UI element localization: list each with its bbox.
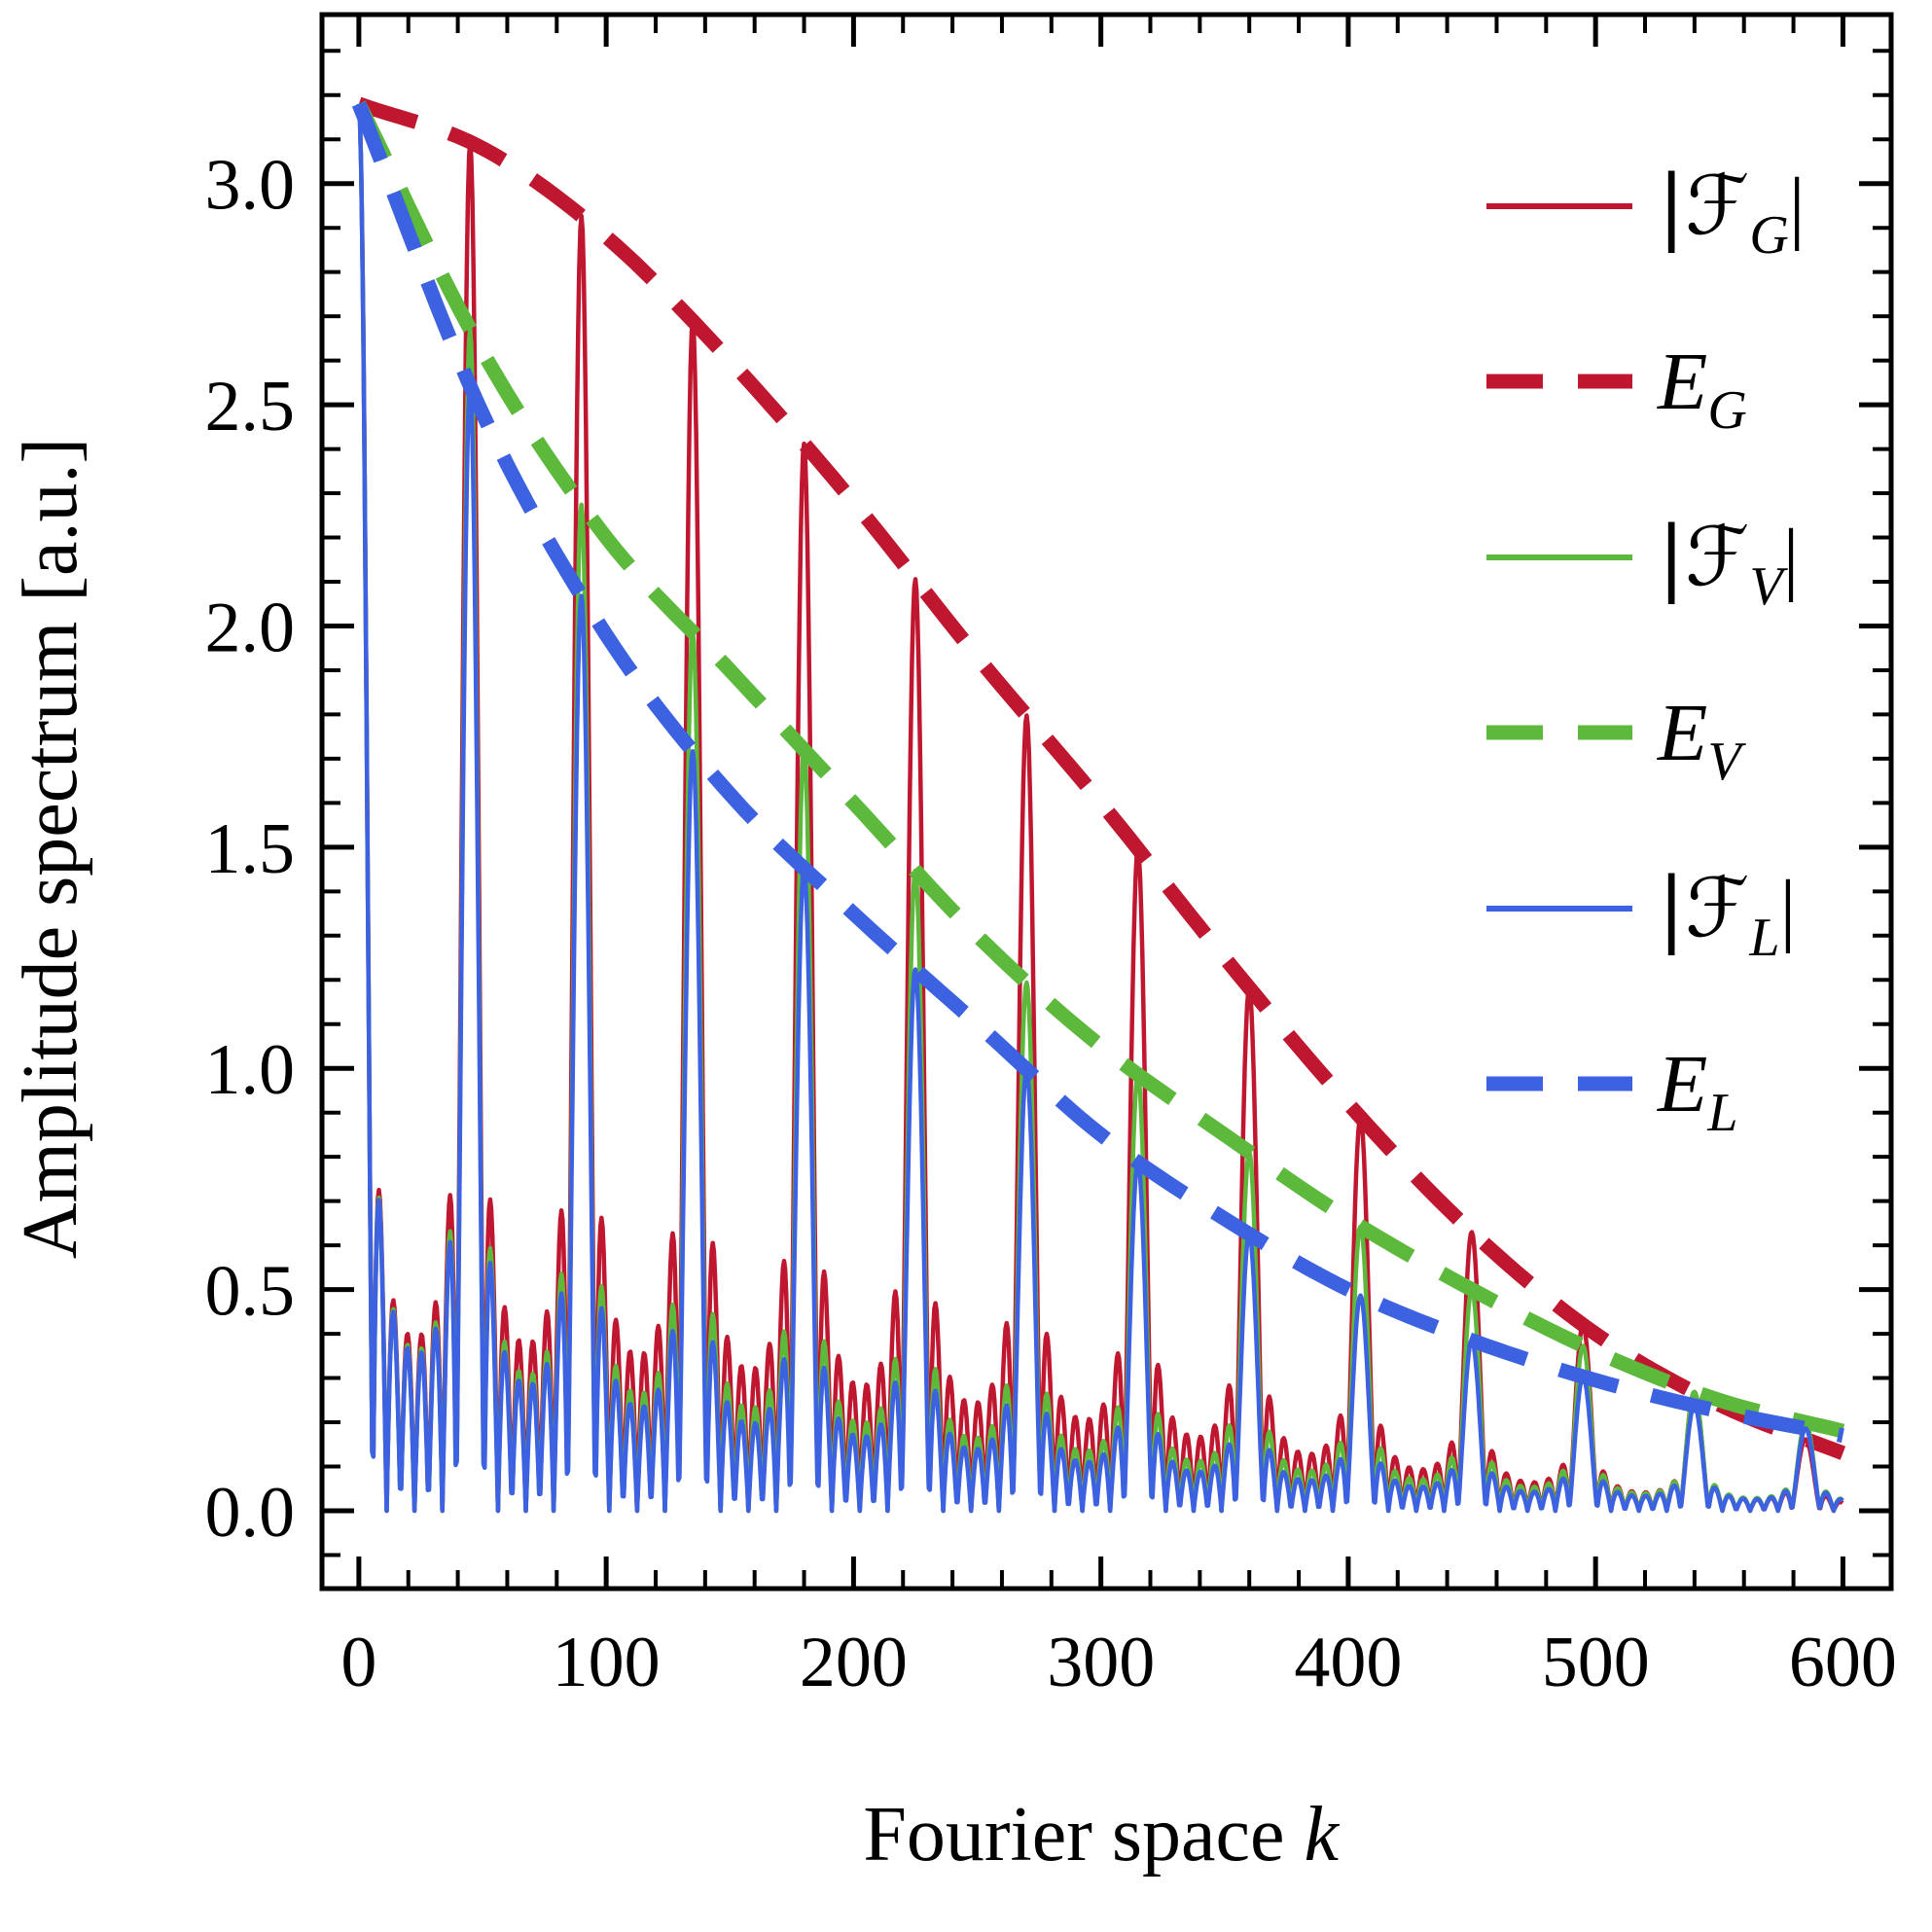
axis-ticks — [322, 15, 1891, 1589]
legend-item-F_L: |ℱL| — [1486, 860, 1796, 968]
y-tick-label-1.0: 1.0 — [205, 1030, 296, 1110]
y-tick-label-3.0: 3.0 — [205, 146, 296, 226]
y-tick-label-0.5: 0.5 — [205, 1252, 296, 1332]
x-tick-label-0: 0 — [340, 1623, 376, 1702]
y-tick-label-2.0: 2.0 — [205, 589, 296, 668]
comb-curve-L — [356, 103, 1844, 1514]
legend-item-E_V: EV — [1486, 688, 1746, 792]
envelope-curve-V — [352, 100, 1845, 1439]
y-tick-label-0.0: 0.0 — [205, 1473, 296, 1553]
x-tick-label-600: 600 — [1789, 1623, 1897, 1702]
series-curves — [351, 96, 1846, 1514]
legend-item-E_G: EG — [1486, 337, 1747, 441]
x-tick-label-200: 200 — [800, 1623, 908, 1702]
legend: |ℱG| EG |ℱV| EV |ℱL| EL — [1486, 158, 1806, 1143]
x-tick-label-100: 100 — [553, 1623, 661, 1702]
envelope-curve-L — [351, 101, 1844, 1444]
x-axis-title: Fourier space k — [863, 1792, 1340, 1878]
comb-curve-V — [356, 103, 1844, 1514]
x-tick-label-400: 400 — [1294, 1623, 1402, 1702]
legend-item-F_V: |ℱV| — [1486, 509, 1799, 617]
envelope-curve-G — [356, 96, 1846, 1460]
y-tick-labels: 0.0 0.5 1.0 1.5 2.0 2.5 3.0 — [205, 146, 296, 1553]
comb-curve-G — [356, 103, 1844, 1514]
y-tick-label-2.5: 2.5 — [205, 367, 296, 447]
x-tick-label-500: 500 — [1542, 1623, 1650, 1702]
legend-label-F_L: |ℱL| — [1658, 860, 1796, 968]
legend-label-E_L: EL — [1657, 1039, 1737, 1143]
legend-label-F_V: |ℱV| — [1658, 509, 1799, 617]
legend-item-E_L: EL — [1486, 1039, 1737, 1143]
y-axis-title: Amplitude spectrum [a.u.] — [8, 438, 93, 1259]
plot-frame — [319, 12, 1894, 1592]
y-tick-label-1.5: 1.5 — [205, 809, 296, 889]
x-tick-labels: 0 100 200 300 400 500 600 — [340, 1623, 1897, 1702]
x-tick-label-300: 300 — [1047, 1623, 1155, 1702]
legend-label-E_G: EG — [1657, 337, 1747, 441]
legend-label-F_G: |ℱG| — [1658, 158, 1806, 266]
legend-label-E_V: EV — [1657, 688, 1746, 792]
legend-item-F_G: |ℱG| — [1486, 158, 1806, 266]
